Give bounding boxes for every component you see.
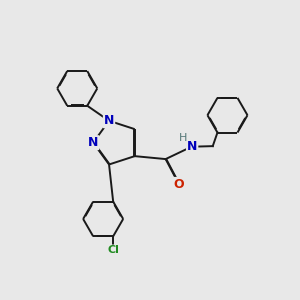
Text: N: N [104, 114, 114, 127]
Text: H: H [178, 133, 187, 143]
Text: N: N [187, 140, 197, 153]
Text: O: O [173, 178, 184, 191]
Text: N: N [88, 136, 98, 149]
Text: Cl: Cl [107, 245, 119, 255]
